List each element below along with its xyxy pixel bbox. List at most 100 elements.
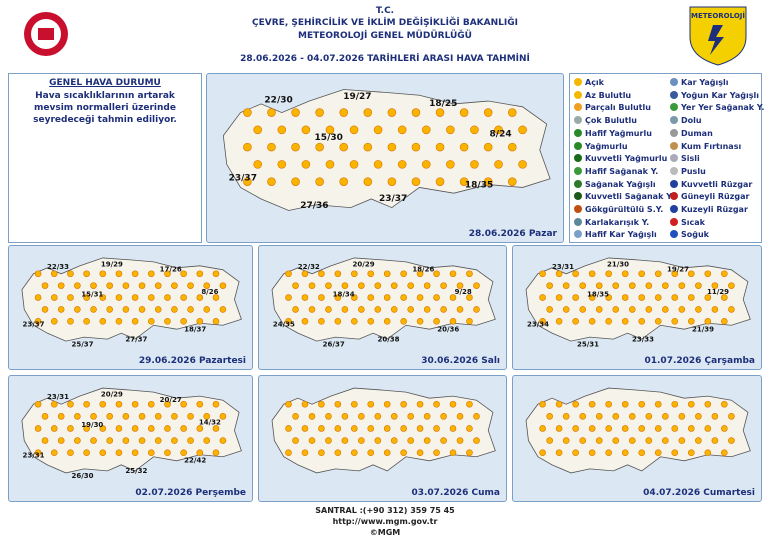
sun-icon xyxy=(612,413,620,420)
sun-icon xyxy=(621,449,629,457)
sun-icon xyxy=(628,413,636,420)
sun-icon xyxy=(363,108,373,117)
sun-icon xyxy=(131,400,139,408)
sun-icon xyxy=(555,317,563,325)
sun-icon xyxy=(57,282,65,289)
legend-icon xyxy=(574,78,582,86)
sun-icon xyxy=(562,437,570,444)
sun-icon xyxy=(106,306,114,313)
sun-icon xyxy=(196,449,204,457)
sun-icon xyxy=(711,437,719,444)
sun-icon xyxy=(285,425,292,432)
sun-icon xyxy=(67,449,74,457)
sun-icon xyxy=(400,449,407,457)
sun-icon xyxy=(628,306,636,313)
sun-icon xyxy=(595,306,603,313)
sun-icon xyxy=(621,425,629,432)
forecast-map: 04.07.2026 Cumartesi xyxy=(512,375,762,502)
legend: Açık Az Bulutlu Parçalı Bulutlu Çok Bulutlu… xyxy=(569,73,764,243)
sun-icon xyxy=(621,400,629,408)
sun-icon xyxy=(50,449,58,457)
sun-icon xyxy=(285,294,292,301)
sun-icon xyxy=(654,425,662,432)
sun-icon xyxy=(407,306,414,313)
legend-label: Az Bulutlu xyxy=(585,90,632,100)
sun-icon xyxy=(400,425,407,432)
sun-icon xyxy=(456,306,464,313)
legend-item: Duman xyxy=(670,128,713,140)
temperature-label: 27/37 xyxy=(125,336,147,344)
mgm-logo: METEOROLOJİ xyxy=(689,6,747,66)
legend-item: Sisli xyxy=(670,153,700,165)
sun-icon xyxy=(466,294,473,301)
temperature-label: 8/24 xyxy=(490,129,512,139)
sun-icon xyxy=(440,413,447,420)
legend-icon xyxy=(670,141,678,150)
sun-icon xyxy=(196,425,204,432)
sun-icon xyxy=(318,425,325,432)
temperature-label: 25/37 xyxy=(71,341,93,349)
sun-icon xyxy=(662,306,669,313)
sun-icon xyxy=(122,437,130,444)
temperature-label: 14/32 xyxy=(199,419,221,427)
sun-icon xyxy=(662,413,669,420)
sun-icon xyxy=(459,142,469,152)
sun-icon xyxy=(638,449,646,457)
sun-icon xyxy=(416,270,424,278)
sun-icon xyxy=(351,449,358,457)
temperature-label: 23/34 xyxy=(527,321,549,329)
sun-icon xyxy=(459,108,469,117)
legend-icon xyxy=(670,192,678,201)
sun-icon xyxy=(90,413,97,420)
legend-item: Kar Yağışlı xyxy=(670,77,729,89)
sun-icon xyxy=(325,306,332,313)
temperature-label: 27/36 xyxy=(300,201,328,211)
sun-icon xyxy=(219,413,227,420)
sun-icon xyxy=(301,449,309,457)
sun-icon xyxy=(334,425,342,432)
sun-icon xyxy=(645,282,653,289)
sun-icon xyxy=(579,413,587,420)
header-line: T.C. xyxy=(375,6,395,16)
sun-icon xyxy=(539,317,546,325)
sun-icon xyxy=(180,400,187,408)
sun-icon xyxy=(508,177,517,186)
sun-icon xyxy=(34,449,42,457)
sun-icon xyxy=(243,177,252,186)
sun-icon xyxy=(363,177,373,186)
sun-icon xyxy=(115,270,123,278)
sun-icon xyxy=(334,270,342,278)
legend-icon xyxy=(670,179,678,188)
legend-icon xyxy=(574,116,582,125)
sun-icon xyxy=(301,270,309,278)
sun-icon xyxy=(562,413,570,420)
temperature-label: 22/33 xyxy=(47,263,69,271)
sun-icon xyxy=(349,160,359,169)
sun-icon xyxy=(41,306,49,313)
sun-icon xyxy=(351,425,358,432)
sun-icon xyxy=(115,294,123,301)
sun-icon xyxy=(411,177,421,186)
sun-icon xyxy=(638,425,646,432)
sun-icon xyxy=(367,317,375,325)
legend-label: Sağanak Yağışlı xyxy=(585,179,656,189)
sun-icon xyxy=(711,306,719,313)
sun-icon xyxy=(164,449,171,457)
temperature-label: 26/37 xyxy=(323,341,345,349)
sun-icon xyxy=(704,270,712,278)
sun-icon xyxy=(579,437,587,444)
sun-icon xyxy=(308,282,316,289)
sun-icon xyxy=(562,306,570,313)
sun-icon xyxy=(387,177,397,186)
temperature-label: 20/29 xyxy=(101,391,123,399)
sun-icon xyxy=(473,413,480,420)
sun-icon xyxy=(147,294,155,301)
sun-icon xyxy=(115,400,123,408)
legend-icon xyxy=(574,192,582,201)
sun-icon xyxy=(423,306,431,313)
sun-icon xyxy=(671,425,679,432)
sun-icon xyxy=(325,125,335,135)
sun-icon xyxy=(579,282,587,289)
sun-icon xyxy=(115,449,123,457)
temperature-label: 18/35 xyxy=(465,180,493,190)
